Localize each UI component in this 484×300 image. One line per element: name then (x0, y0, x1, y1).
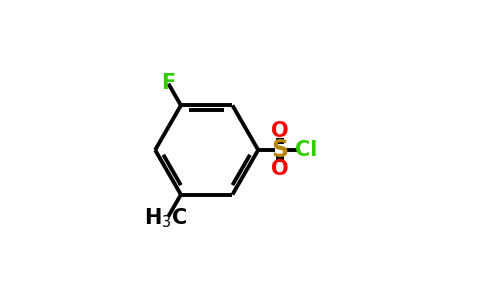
Text: F: F (161, 73, 176, 92)
Text: S: S (272, 138, 289, 162)
Text: H$_3$C: H$_3$C (144, 206, 188, 230)
Text: O: O (272, 159, 289, 179)
Text: O: O (272, 121, 289, 141)
Text: Cl: Cl (295, 140, 318, 160)
